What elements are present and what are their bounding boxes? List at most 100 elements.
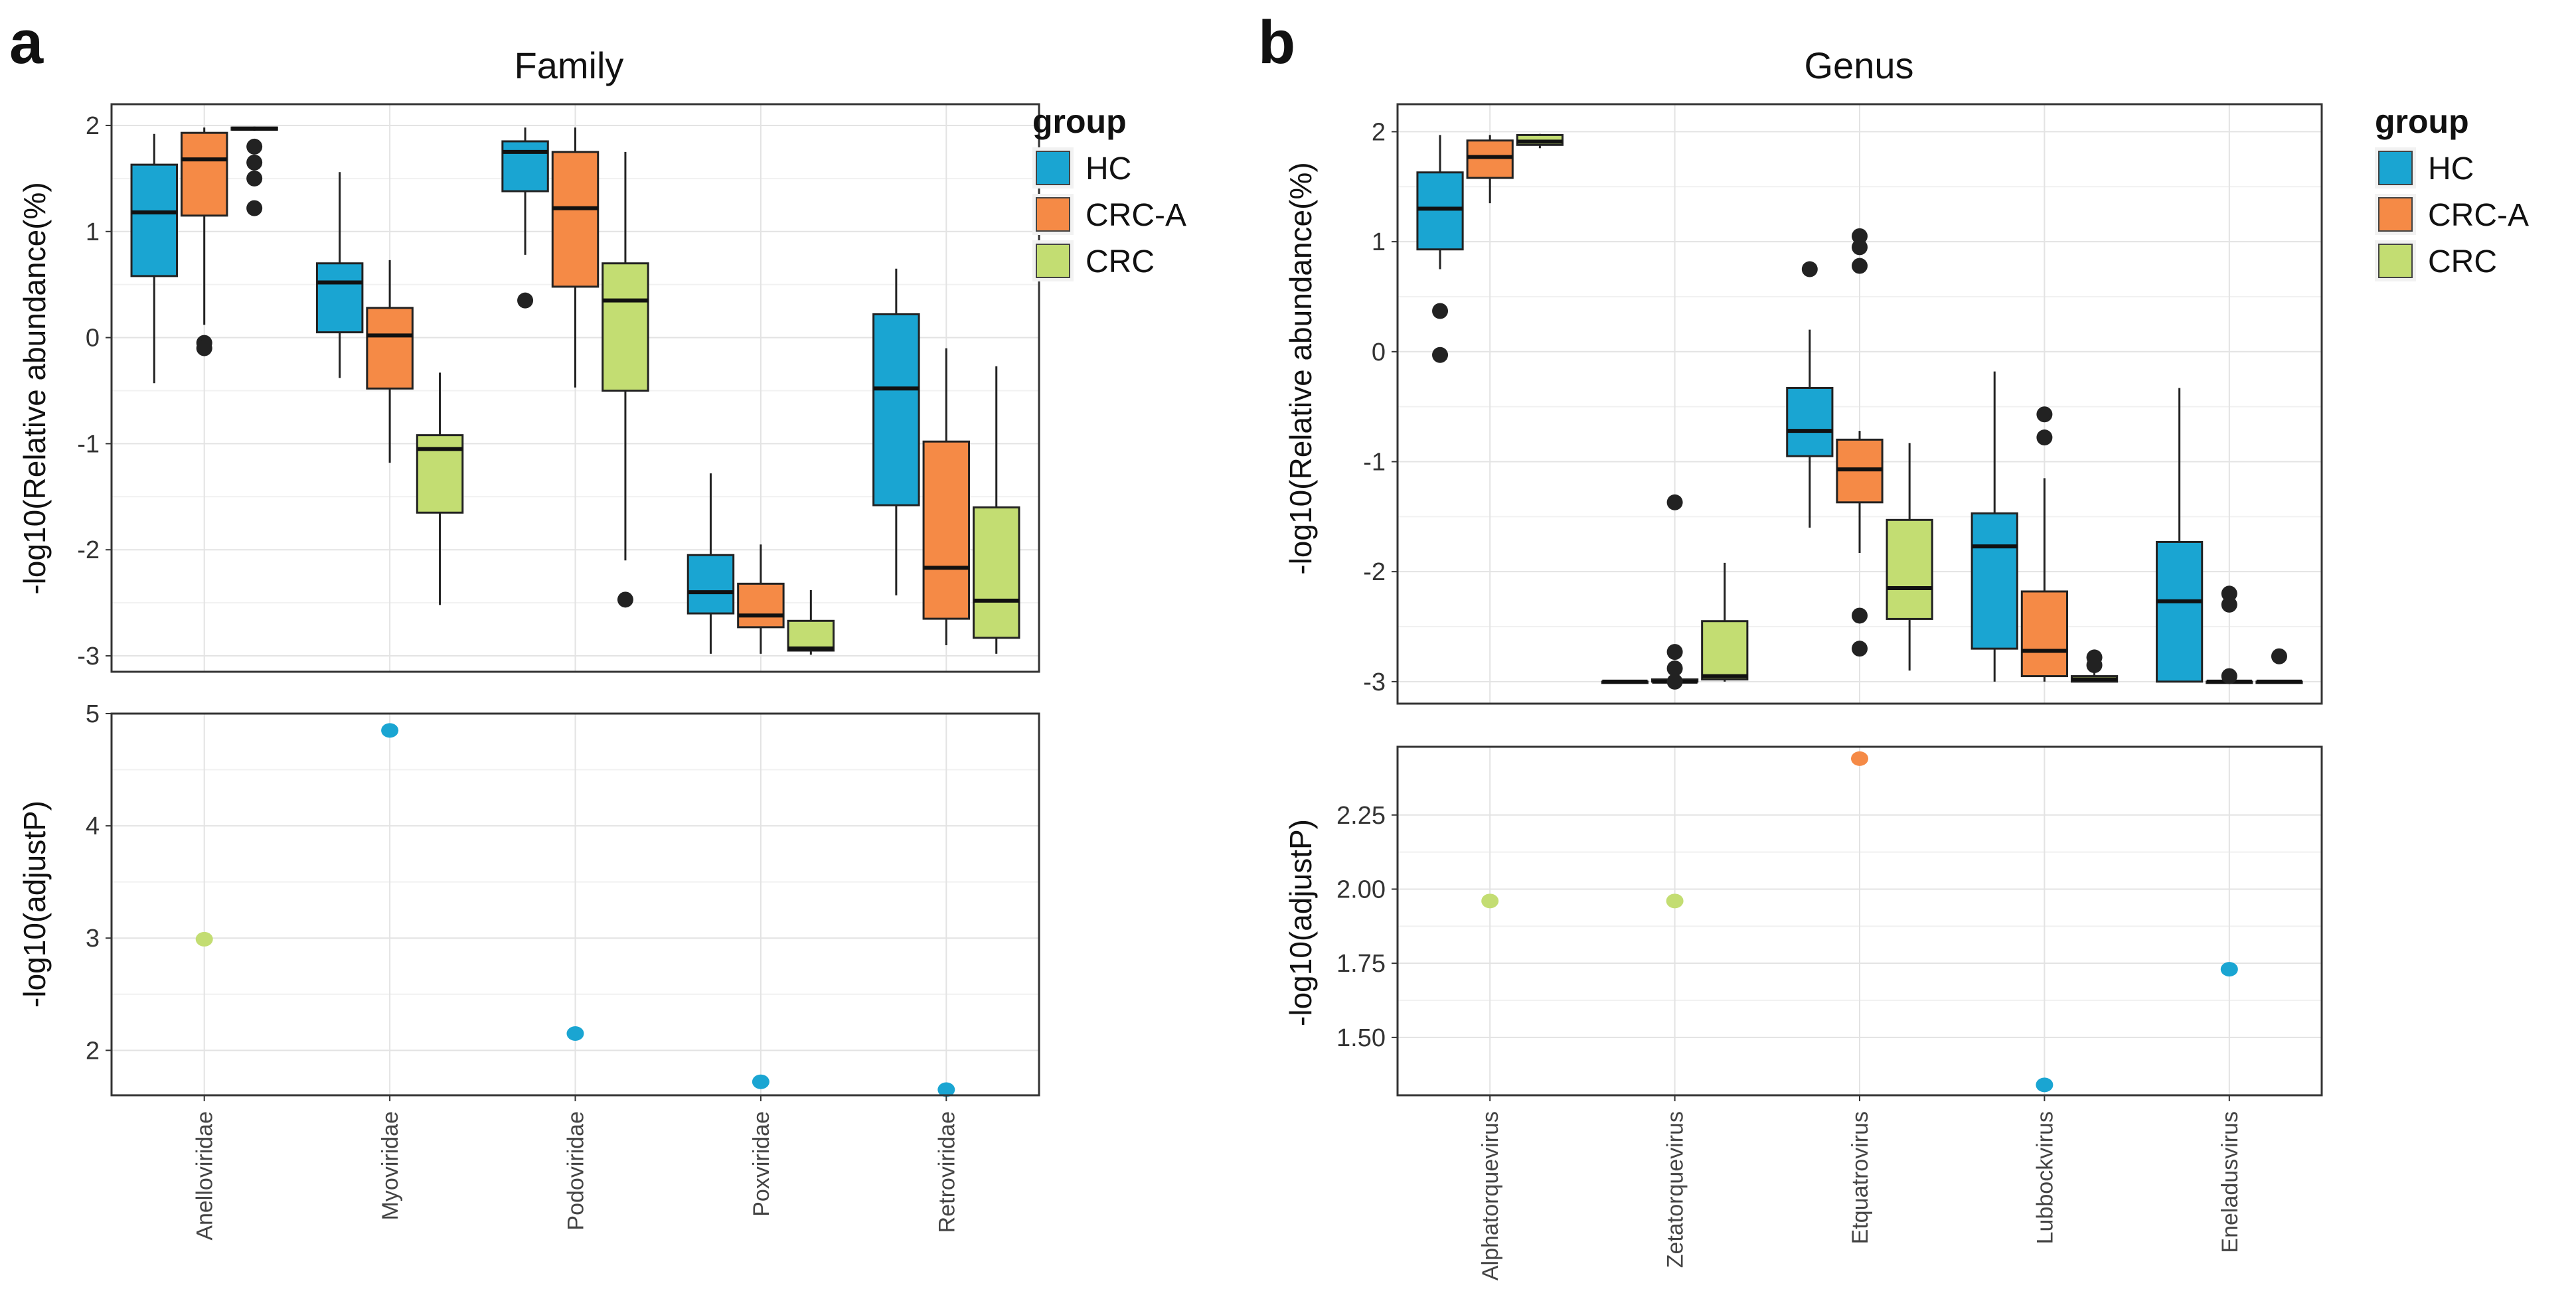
outlier-point [1852,641,1868,657]
x-tick-label: Zetatorquevirus [1663,1111,1688,1268]
box-crc-a-eneladusvirus [2206,585,2253,684]
outlier-point [196,340,212,356]
plot-panel-a-scatter: 2 3 4 5 Anelloviridae Myoviridae Podoviridae Po… [17,700,1040,1241]
legend-swatch-crc [1036,244,1070,278]
legend-swatch-crc [2378,244,2413,278]
y-tick-label: 2 [86,1037,100,1065]
adjustp-point [381,723,399,738]
legend-swatch-hc [2378,151,2413,185]
y-tick-label: 3 [86,925,100,953]
box-body [686,554,735,615]
box-body [416,434,464,514]
outlier-point [517,292,534,309]
legend-label-crc: CRC [2428,244,2497,279]
x-tick-label: Podoviridae [564,1111,589,1231]
adjustp-point [2036,1077,2053,1093]
box-hc-podoviridae [501,127,549,309]
legend-label-crc-a: CRC-A [1086,198,1186,233]
x-tick-label: Etquatrovirus [1848,1111,1873,1244]
y-axis-label: -log10(adjustP) [17,801,52,1008]
box-body [1466,139,1514,179]
legend-label-crc-a: CRC-A [2428,198,2529,233]
legend-a: group HC CRC-A CRC [1032,103,1186,281]
adjustp-point [1666,893,1684,909]
adjustp-point [1481,893,1499,909]
box-crc-poxviridae [787,589,835,655]
legend-swatch-crc-a [1036,197,1070,232]
outlier-point [246,138,263,155]
adjustp-point [195,931,213,947]
y-tick-label: 2 [1372,118,1386,146]
box-hc-lubbockvirus [1971,371,2018,682]
box-crc-a-lubbockvirus [2020,406,2069,682]
outlier-point [246,200,263,216]
box-crc-a-anelloviridae [180,127,228,356]
outlier-point [1432,347,1449,363]
box-body [315,262,364,334]
y-tick-label: -3 [1363,668,1386,696]
outlier-point [246,154,263,171]
legend-swatch-hc [1036,151,1070,185]
y-axis-label: -log10(adjustP) [1283,819,1318,1026]
y-tick-label: -2 [1363,558,1386,586]
x-tick-label: Anelloviridae [193,1111,218,1241]
box-body [366,307,414,390]
box-hc-zetatorquevirus [1601,679,1649,684]
box-crc-a-alphatorquevirus [1466,135,1514,204]
plot-border [110,712,1040,1097]
box-crc-alphatorquevirus [1516,133,1564,149]
adjustp-point [1851,751,1868,766]
outlier-point [246,170,263,187]
box-body [180,131,228,217]
box-hc-myoviridae [315,172,364,378]
box-crc-zetatorquevirus [1701,562,1749,682]
plot-panel-b-box: -3 -2 -1 0 1 2 -log10(Relative abundance(%) [1283,103,2323,705]
legend-label-hc: HC [1086,151,1131,187]
box-hc-retroviridae [872,268,920,595]
outlier-point [2036,406,2053,423]
box-body [501,140,549,193]
box-crc-retroviridae [973,366,1020,654]
plot-panel-b-scatter: 1.50 1.75 2.00 2.25 Alphatorquevirus Zetatorq… [1283,745,2323,1280]
y-tick-label: 0 [86,325,100,352]
box-crc-a-podoviridae [551,127,600,388]
box-body [787,619,835,652]
x-tick-label: Eneladusvirus [2217,1111,2243,1253]
plot-border [1396,103,2323,705]
outlier-point [1432,303,1449,319]
outlier-point [1852,607,1868,624]
legend-title: group [1032,103,1127,140]
y-tick-label: 0 [1372,339,1386,366]
legend-swatch-crc-a [2378,197,2413,232]
box-crc-podoviridae [602,151,649,608]
box-crc-a-myoviridae [366,260,414,463]
box-body [1886,518,1933,620]
y-tick-label: 1 [86,218,100,246]
box-crc-a-retroviridae [922,348,971,646]
outlier-point [1666,494,1683,510]
box-hc-anelloviridae [130,133,178,384]
y-tick-label: -2 [77,536,100,564]
box-crc-anelloviridae [230,126,278,216]
outlier-point [1666,660,1683,676]
outlier-point [2036,429,2053,446]
box-crc-a-etquatrovirus [1836,228,1884,657]
y-tick-label: 2 [86,112,100,140]
chart-title: Family [515,44,624,86]
y-tick-label: -1 [77,430,100,458]
panel-label-a: a [9,9,44,76]
adjustp-point [2220,962,2238,977]
outlier-point [1852,239,1868,256]
box-body [1786,386,1834,457]
y-tick-label: 1 [1372,228,1386,256]
box-body [2156,540,2204,683]
box-body [922,440,971,620]
outlier-point [1666,644,1683,660]
box-crc-a-zetatorquevirus [1650,494,1699,690]
box-body [602,262,649,392]
outlier-point [1666,673,1683,690]
panel-label-b: b [1258,9,1295,76]
y-tick-label: 1.75 [1336,950,1386,978]
y-axis-label: -log10(Relative abundance(%) [17,182,52,594]
